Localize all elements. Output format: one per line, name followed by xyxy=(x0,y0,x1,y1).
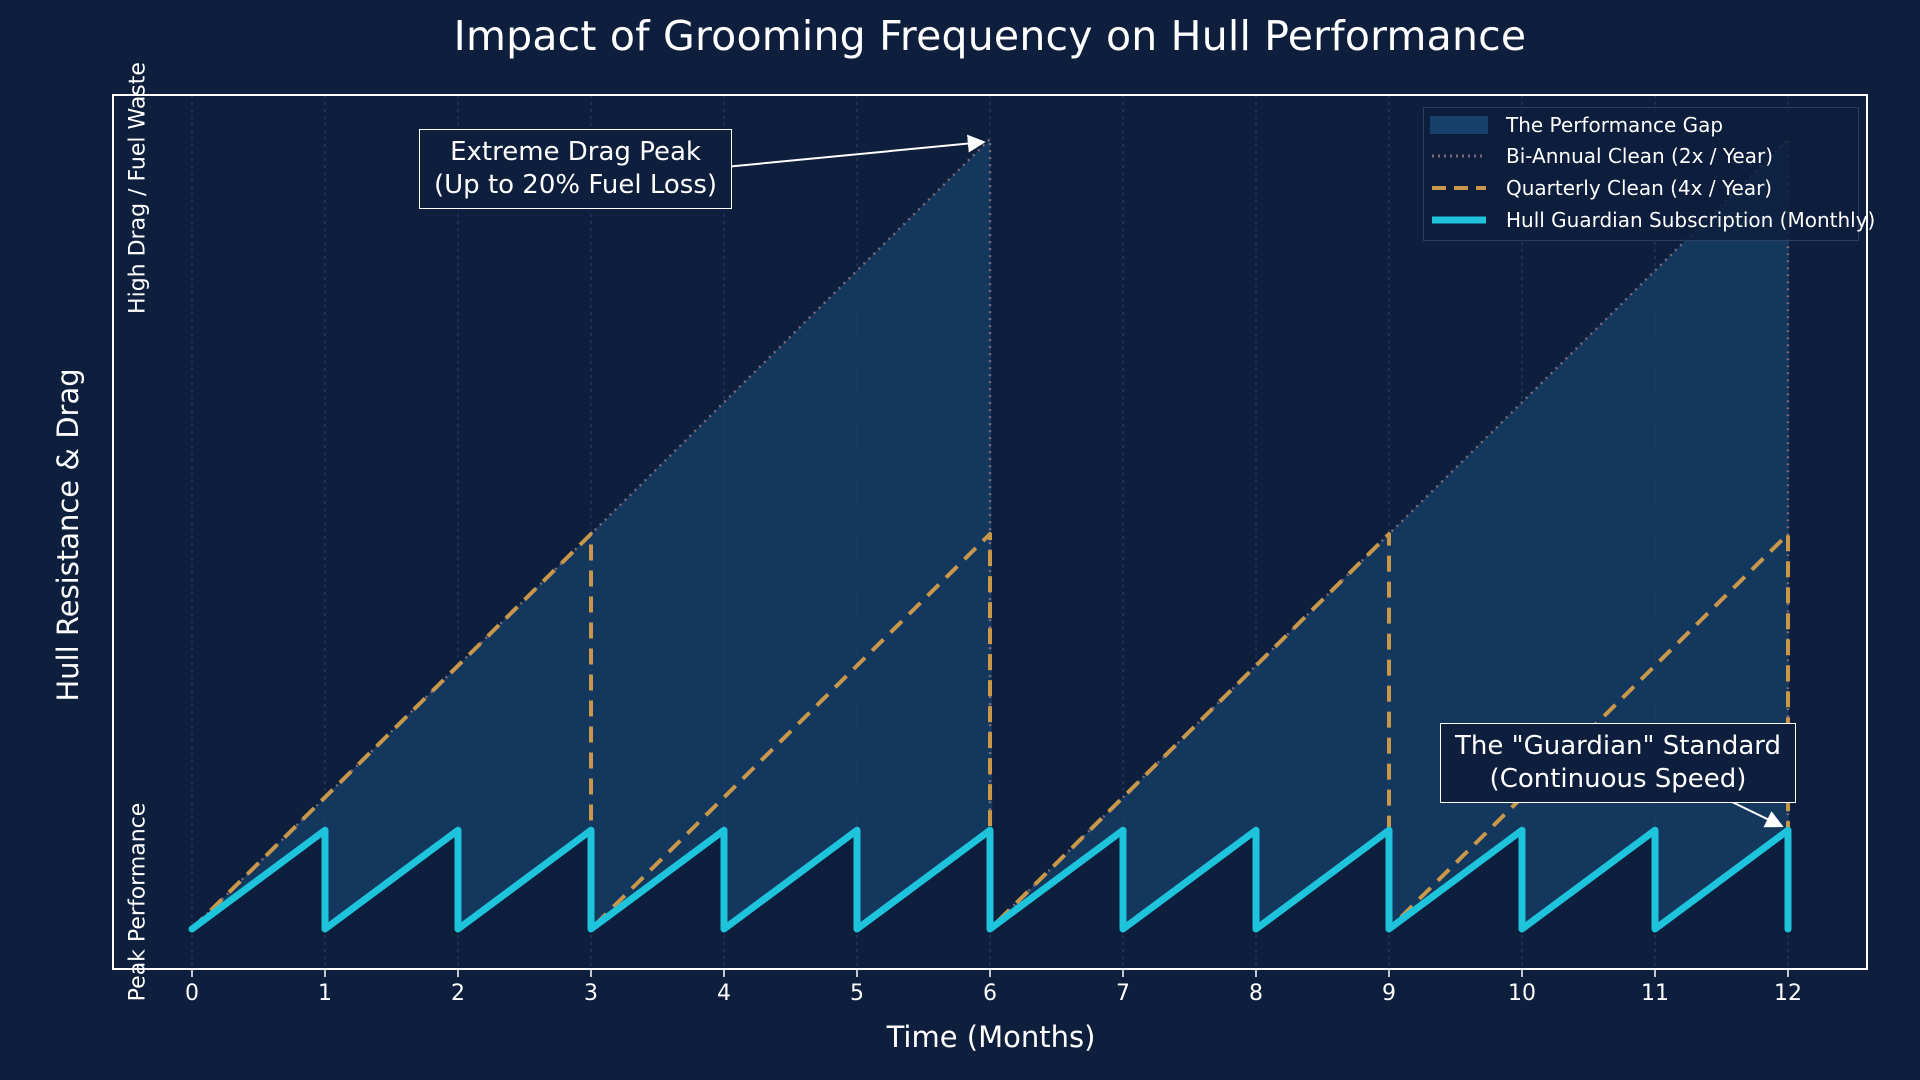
legend-item-gap: The Performance Gap xyxy=(1430,110,1723,140)
annotation-extreme-drag: Extreme Drag Peak (Up to 20% Fuel Loss) xyxy=(419,129,733,209)
annotation-line: (Continuous Speed) xyxy=(1489,764,1747,794)
legend-label: Quarterly Clean (4x / Year) xyxy=(1506,176,1773,200)
legend-item-biannual: Bi-Annual Clean (2x / Year) xyxy=(1430,141,1773,171)
x-tick-label: 2 xyxy=(451,981,465,1006)
legend-swatch-quarterly xyxy=(1432,186,1486,190)
x-tick-label: 5 xyxy=(850,981,864,1006)
x-tick-label: 0 xyxy=(185,981,199,1006)
legend-label: Hull Guardian Subscription (Monthly) xyxy=(1506,208,1876,232)
annotation-arrow xyxy=(724,134,986,168)
annotation-line: (Up to 20% Fuel Loss) xyxy=(434,170,718,200)
x-tick-label: 11 xyxy=(1641,981,1669,1006)
annotation-guardian-standard: The "Guardian" Standard (Continuous Spee… xyxy=(1440,723,1797,803)
legend-item-guardian: Hull Guardian Subscription (Monthly) xyxy=(1430,205,1875,235)
plot-frame xyxy=(112,94,1868,970)
legend-swatch-biannual xyxy=(1432,154,1486,158)
annotation-line: The "Guardian" Standard xyxy=(1455,731,1782,761)
legend-label: Bi-Annual Clean (2x / Year) xyxy=(1506,144,1774,168)
arrow-layer xyxy=(724,134,1784,828)
legend-swatch-guardian xyxy=(1432,216,1486,224)
chart-title: Impact of Grooming Frequency on Hull Per… xyxy=(453,12,1527,60)
x-tick-label: 10 xyxy=(1508,981,1536,1006)
x-tick-label: 12 xyxy=(1774,981,1802,1006)
tick-layer: 0 1 2 3 4 5 6 7 8 9 10 11 12 xyxy=(185,969,1802,1006)
x-tick-label: 8 xyxy=(1249,981,1263,1006)
series-layer xyxy=(188,137,1792,933)
legend-label: The Performance Gap xyxy=(1506,113,1724,137)
chart-legend: The Performance Gap Bi-Annual Clean (2x … xyxy=(1423,107,1875,241)
x-tick-label: 3 xyxy=(584,981,598,1006)
legend-swatch-gap xyxy=(1430,116,1488,134)
series-line-solid xyxy=(188,826,1792,933)
x-tick-label: 4 xyxy=(717,981,731,1006)
x-tick-label: 1 xyxy=(318,981,332,1006)
annotation-arrow xyxy=(1727,799,1784,828)
x-tick-label: 7 xyxy=(1116,981,1130,1006)
legend-item-quarterly: Quarterly Clean (4x / Year) xyxy=(1430,173,1772,203)
x-axis-label: Time (Months) xyxy=(886,1020,1096,1054)
annotation-line: Extreme Drag Peak xyxy=(450,137,701,167)
x-tick-label: 9 xyxy=(1382,981,1396,1006)
x-tick-label: 6 xyxy=(983,981,997,1006)
